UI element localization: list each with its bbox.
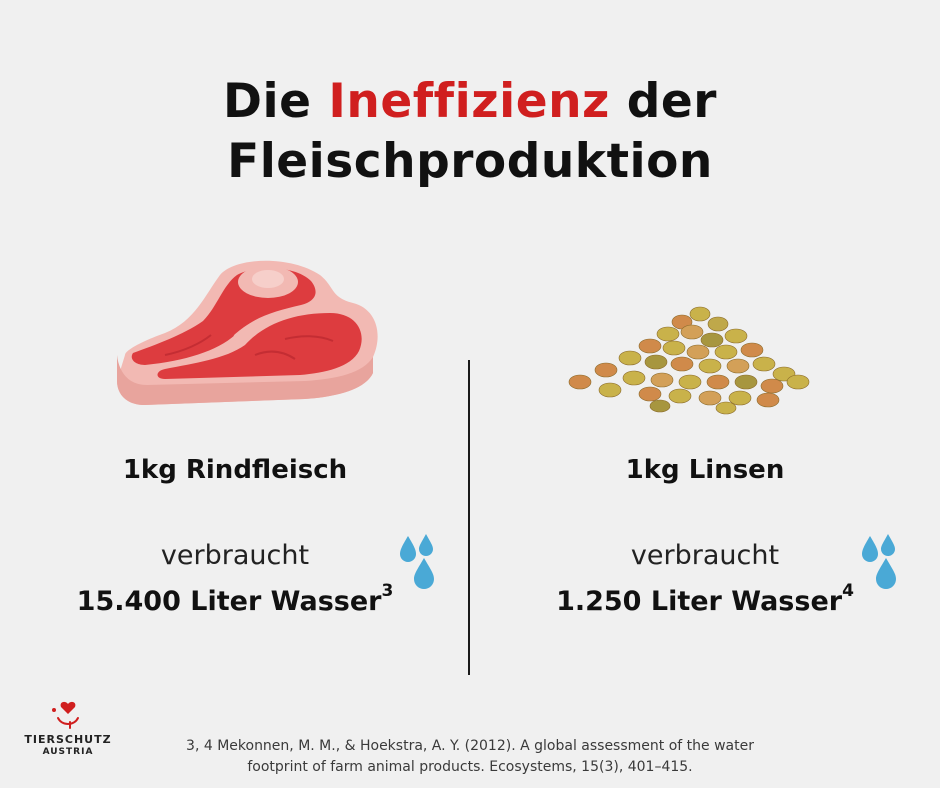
citation: 3, 4 Mekonnen, M. M., & Hoekstra, A. Y. … (130, 736, 810, 778)
beef-water-amount: 15.400 Liter Wasser3 (76, 581, 394, 617)
logo-name-line-2: AUSTRIA (42, 747, 94, 757)
steak-icon (117, 260, 378, 405)
column-divider (468, 360, 470, 675)
lentils-verb: verbraucht (630, 540, 780, 571)
beef-label: 1kg Rindfleisch (122, 455, 348, 485)
dog-heart-icon (52, 701, 79, 729)
logo-name-line-1: TIERSCHUTZ (24, 733, 112, 746)
footnote-ref: 4 (842, 581, 854, 601)
tierschutz-austria-logo: TIERSCHUTZ AUSTRIA (22, 700, 114, 758)
citation-line-2: footprint of farm animal products. Ecosy… (247, 759, 693, 775)
beef-verb: verbraucht (160, 540, 310, 571)
title-line-2: Fleischproduktion (227, 134, 713, 189)
title-line-1: Die Ineffizienz der (223, 74, 717, 129)
lentils-water-amount: 1.250 Liter Wasser4 (556, 581, 854, 617)
citation-line-1: 3, 4 Mekonnen, M. M., & Hoekstra, A. Y. … (186, 738, 754, 754)
water-drops-icon (862, 534, 896, 589)
water-drops-icon (400, 534, 434, 589)
footnote-ref: 3 (381, 581, 394, 601)
page-title: Die Ineffizienz der Fleischproduktion (0, 72, 940, 192)
title-highlight: Ineffizienz (328, 74, 610, 129)
lentils-label: 1kg Linsen (625, 455, 785, 485)
lentils-icon (568, 306, 810, 415)
